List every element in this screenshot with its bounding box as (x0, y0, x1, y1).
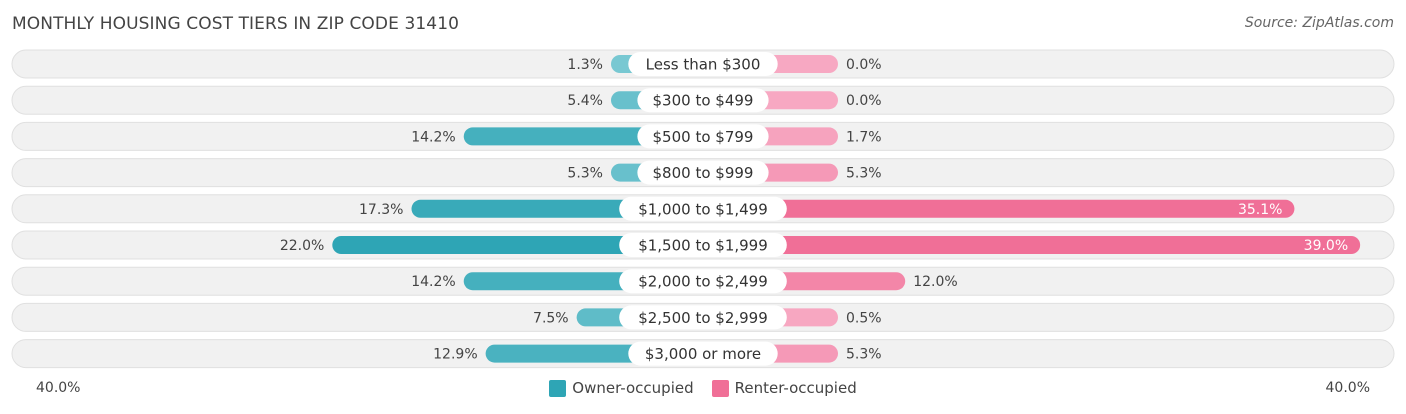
legend: Owner-occupied Renter-occupied (0, 379, 1406, 397)
value-label-renter: 1.7% (846, 129, 882, 145)
category-pill (619, 305, 787, 330)
value-label-renter: 0.5% (846, 310, 882, 326)
category-label: Less than $300 (646, 56, 761, 74)
category-pill (628, 341, 778, 366)
bar-renter (703, 236, 1361, 254)
legend-item-renter: Renter-occupied (711, 379, 857, 397)
category-pill (637, 160, 769, 185)
category-pill (637, 88, 769, 113)
chart-area: Less than $300 1.3% 0.0% $300 to $499 5.4% 0.… (11, 49, 1395, 369)
category-pill (619, 196, 787, 221)
value-label-owner: 5.3% (567, 166, 603, 182)
value-label-renter: 0.0% (846, 93, 882, 109)
bar-owner (332, 236, 703, 254)
category-label: $2,000 to $2,499 (638, 273, 768, 291)
value-label-renter: 39.0% (1304, 238, 1348, 254)
value-label-owner: 14.2% (411, 129, 455, 145)
legend-swatch-owner (549, 379, 567, 397)
category-pill (619, 233, 787, 257)
category-label: $800 to $999 (653, 164, 754, 182)
value-label-owner: 1.3% (567, 57, 603, 73)
value-label-renter: 35.1% (1238, 202, 1282, 218)
value-label-owner: 14.2% (411, 274, 455, 290)
legend-item-owner: Owner-occupied (549, 379, 694, 397)
value-label-renter: 5.3% (846, 166, 882, 182)
value-label-renter: 5.3% (846, 347, 882, 363)
category-pill (619, 269, 787, 294)
value-label-owner: 12.9% (433, 347, 477, 363)
category-label: $1,000 to $1,499 (638, 200, 768, 218)
bar-renter (703, 199, 1295, 218)
legend-swatch-renter (711, 379, 729, 397)
category-pill (628, 52, 778, 76)
category-pill (637, 124, 769, 149)
value-label-owner: 7.5% (533, 310, 569, 326)
category-label: $500 to $799 (653, 128, 754, 146)
value-label-owner: 22.0% (280, 238, 324, 254)
category-label: $300 to $499 (653, 92, 754, 110)
value-label-owner: 5.4% (567, 93, 603, 109)
legend-label-renter: Renter-occupied (734, 379, 857, 397)
category-label: $2,500 to $2,999 (638, 309, 768, 327)
value-label-renter: 0.0% (846, 57, 882, 73)
source-label: Source: ZipAtlas.com (1244, 15, 1394, 31)
axis-right-label: 40.0% (1325, 380, 1370, 396)
value-label-owner: 17.3% (359, 202, 403, 218)
value-label-renter: 12.0% (913, 274, 957, 290)
category-label: $1,500 to $1,999 (638, 237, 768, 255)
legend-label-owner: Owner-occupied (572, 379, 694, 397)
category-label: $3,000 or more (645, 345, 761, 363)
chart-title: MONTHLY HOUSING COST TIERS IN ZIP CODE 3… (12, 14, 460, 34)
axis-left-label: 40.0% (36, 380, 81, 396)
